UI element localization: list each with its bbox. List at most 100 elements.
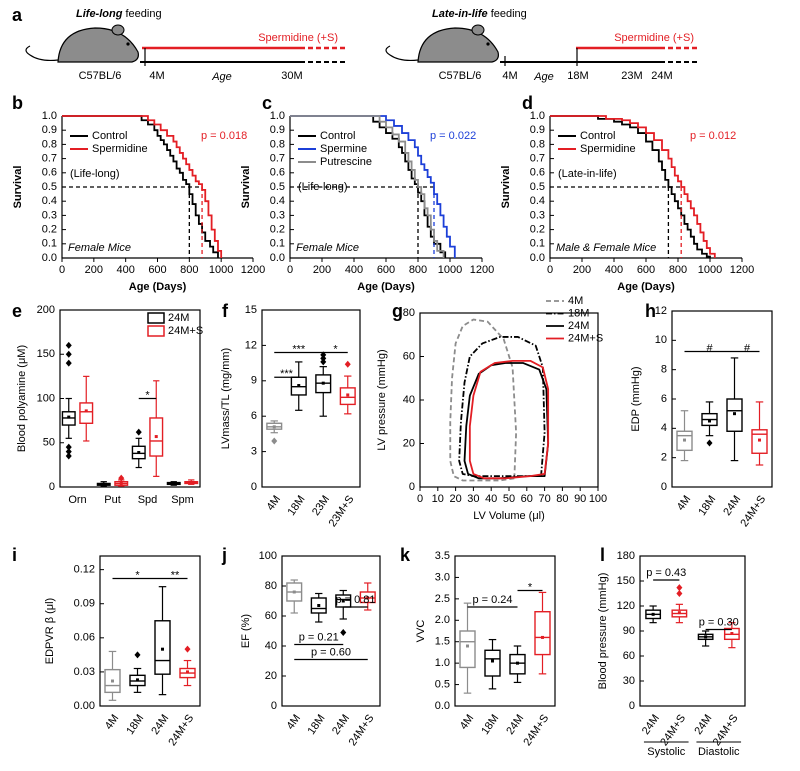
y-tick-label: 4: [661, 422, 667, 434]
y-tick-label: 1.0: [530, 110, 545, 122]
y-tick-label: 40: [265, 640, 277, 652]
x-tick-label: 4M: [264, 494, 283, 513]
x-tick-label: 20: [449, 493, 461, 505]
x-tick-label: 24M: [721, 494, 743, 518]
box-mean: [84, 409, 88, 413]
y-tick-label: 9: [251, 375, 257, 387]
significance-label: p = 0.21: [299, 631, 339, 643]
mouse-ear: [471, 24, 485, 36]
y-tick-label: 60: [265, 610, 277, 622]
box-mean: [137, 450, 141, 454]
y-tick-label: 0.1: [270, 238, 285, 250]
x-tick-label: Spd: [138, 494, 158, 506]
panel-letter: b: [12, 93, 23, 113]
y-tick-label: 40: [403, 394, 415, 406]
y-tick-label: 0.5: [530, 181, 545, 193]
y-tick-label: 80: [403, 307, 415, 319]
outlier: [340, 629, 347, 636]
pv-loop: [468, 359, 550, 480]
age-tick: 30M: [281, 70, 302, 82]
significance-label: #: [744, 342, 751, 354]
y-tick-label: 0.4: [530, 195, 545, 207]
x-tick-label: 1000: [209, 264, 233, 276]
outlier: [118, 474, 125, 482]
outlier: [320, 351, 327, 359]
outlier: [320, 358, 327, 366]
plot-frame: [281, 555, 381, 707]
x-tick-label: 800: [180, 264, 198, 276]
mouse-eye: [486, 42, 490, 46]
outlier: [320, 354, 327, 362]
cohort-note: Male & Female Mice: [556, 242, 656, 254]
x-tick-label: 0: [287, 264, 293, 276]
x-tick-label: 1200: [470, 264, 494, 276]
legend-label: Spermidine: [580, 143, 636, 155]
box-mean: [466, 644, 469, 648]
x-tick-label: 18M: [479, 713, 501, 737]
outlier: [65, 443, 72, 451]
box-mean: [491, 659, 494, 663]
box-body: [459, 630, 476, 669]
box-mean: [161, 647, 164, 651]
y-tick-label: 0.03: [74, 666, 95, 678]
y-tick-label: 6: [661, 393, 667, 405]
box-mean: [111, 679, 114, 683]
survival-curve: [290, 115, 447, 258]
x-tick-label: 18M: [124, 713, 146, 737]
age-tick: 4M: [149, 70, 164, 82]
y-tick-label: 150: [617, 575, 635, 587]
scheme-right: Late-in-life feeding Spermidine (+S) C57…: [385, 8, 700, 83]
strain-label: C57BL/6: [79, 70, 122, 82]
x-tick-label: 200: [313, 264, 331, 276]
y-tick-label: 0.9: [270, 124, 285, 136]
mouse-eye: [126, 42, 130, 46]
y-tick-label: 0: [271, 700, 277, 712]
pv-loop: [458, 336, 546, 478]
y-tick-label: 0.4: [270, 195, 285, 207]
legend-label: Spermine: [320, 143, 367, 155]
outlier: [676, 590, 683, 597]
y-tick-label: 1.0: [270, 110, 285, 122]
mouse-tail: [385, 45, 419, 62]
x-tick-label: 600: [377, 264, 395, 276]
mouse-icon: [57, 27, 139, 63]
survival-curve: [290, 115, 445, 258]
legend-label: Control: [320, 130, 355, 142]
age-tick: 4M: [502, 70, 517, 82]
legend-label: 4M: [568, 295, 583, 307]
y-axis-title: Survival: [240, 166, 252, 209]
x-tick-label: 4M: [103, 713, 122, 732]
panel-letter: j: [221, 545, 227, 565]
y-tick-label: 3.0: [435, 571, 450, 583]
panel-letter: d: [522, 93, 533, 113]
panel-letter: c: [262, 93, 272, 113]
outlier: [344, 360, 351, 368]
y-tick-label: 0.2: [270, 224, 285, 236]
y-tick-label: 0.06: [74, 632, 95, 644]
survival-curve: [550, 115, 716, 258]
x-tick-label: 24M: [149, 713, 171, 737]
box-mean: [733, 412, 736, 416]
legend-label: 24M: [568, 320, 589, 332]
y-axis-title: EF (%): [240, 614, 252, 648]
box-mean: [154, 435, 158, 439]
scheme-title-emph: Life-long: [76, 8, 123, 20]
y-tick-label: 1.0: [435, 657, 450, 669]
x-tick-label: 23M+S: [327, 494, 357, 530]
legend-label: Control: [92, 130, 127, 142]
y-tick-label: 15: [245, 304, 257, 316]
box-mean: [297, 384, 301, 388]
legend-label: Control: [580, 130, 615, 142]
survival-curve: [62, 115, 223, 258]
panel-letter: i: [12, 545, 17, 565]
y-tick-label: 0.1: [530, 238, 545, 250]
y-tick-label: 0: [251, 481, 257, 493]
y-tick-label: 100: [259, 550, 277, 562]
x-tick-label: 24M+S: [738, 494, 768, 530]
y-axis-title: Survival: [500, 166, 512, 209]
y-tick-label: 0.7: [530, 153, 545, 165]
y-axis-title: Blood polyamine (μM): [16, 345, 28, 452]
scheme-title-rest: feeding: [126, 8, 162, 20]
y-tick-label: 1.5: [435, 636, 450, 648]
y-tick-label: 120: [617, 600, 635, 612]
